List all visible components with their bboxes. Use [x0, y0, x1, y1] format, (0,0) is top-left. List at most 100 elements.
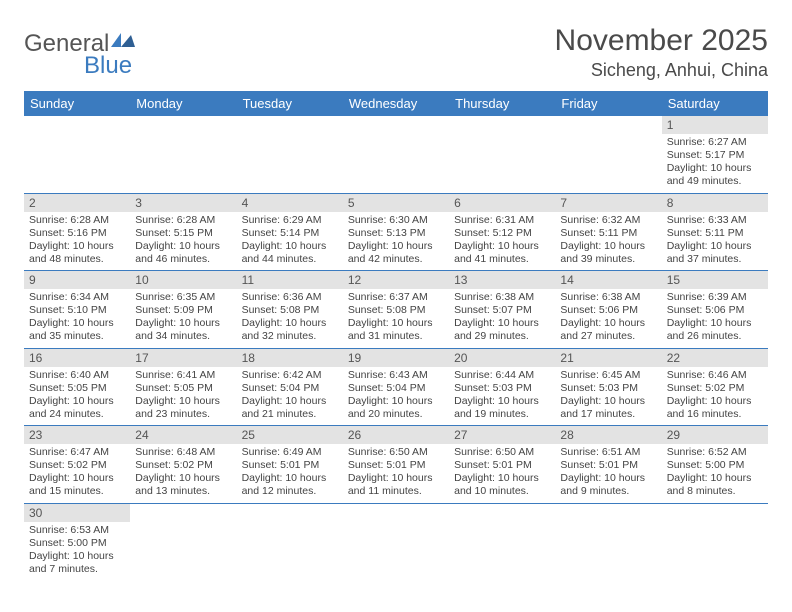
day-cell: 11Sunrise: 6:36 AMSunset: 5:08 PMDayligh…	[237, 271, 343, 349]
day-content: Sunrise: 6:27 AMSunset: 5:17 PMDaylight:…	[662, 134, 768, 193]
day-number: 12	[343, 271, 449, 289]
day-content: Sunrise: 6:50 AMSunset: 5:01 PMDaylight:…	[343, 444, 449, 503]
empty-cell	[237, 503, 343, 580]
calendar-row: 30Sunrise: 6:53 AMSunset: 5:00 PMDayligh…	[24, 503, 768, 580]
empty-cell	[343, 503, 449, 580]
day-content: Sunrise: 6:51 AMSunset: 5:01 PMDaylight:…	[555, 444, 661, 503]
weekday-header: Sunday	[24, 91, 130, 116]
day-content: Sunrise: 6:32 AMSunset: 5:11 PMDaylight:…	[555, 212, 661, 271]
empty-cell	[130, 116, 236, 193]
day-content: Sunrise: 6:38 AMSunset: 5:06 PMDaylight:…	[555, 289, 661, 348]
day-number: 17	[130, 349, 236, 367]
empty-cell	[449, 116, 555, 193]
day-content: Sunrise: 6:45 AMSunset: 5:03 PMDaylight:…	[555, 367, 661, 426]
day-cell: 29Sunrise: 6:52 AMSunset: 5:00 PMDayligh…	[662, 426, 768, 504]
day-content: Sunrise: 6:29 AMSunset: 5:14 PMDaylight:…	[237, 212, 343, 271]
day-number: 11	[237, 271, 343, 289]
day-number: 25	[237, 426, 343, 444]
day-number: 4	[237, 194, 343, 212]
empty-cell	[555, 116, 661, 193]
day-content: Sunrise: 6:50 AMSunset: 5:01 PMDaylight:…	[449, 444, 555, 503]
day-content: Sunrise: 6:39 AMSunset: 5:06 PMDaylight:…	[662, 289, 768, 348]
day-cell: 15Sunrise: 6:39 AMSunset: 5:06 PMDayligh…	[662, 271, 768, 349]
day-cell: 22Sunrise: 6:46 AMSunset: 5:02 PMDayligh…	[662, 348, 768, 426]
day-cell: 21Sunrise: 6:45 AMSunset: 5:03 PMDayligh…	[555, 348, 661, 426]
day-number: 16	[24, 349, 130, 367]
day-number: 24	[130, 426, 236, 444]
day-content: Sunrise: 6:38 AMSunset: 5:07 PMDaylight:…	[449, 289, 555, 348]
empty-cell	[343, 116, 449, 193]
day-content: Sunrise: 6:48 AMSunset: 5:02 PMDaylight:…	[130, 444, 236, 503]
day-content: Sunrise: 6:46 AMSunset: 5:02 PMDaylight:…	[662, 367, 768, 426]
day-number: 2	[24, 194, 130, 212]
day-cell: 16Sunrise: 6:40 AMSunset: 5:05 PMDayligh…	[24, 348, 130, 426]
day-cell: 9Sunrise: 6:34 AMSunset: 5:10 PMDaylight…	[24, 271, 130, 349]
day-content: Sunrise: 6:44 AMSunset: 5:03 PMDaylight:…	[449, 367, 555, 426]
day-cell: 5Sunrise: 6:30 AMSunset: 5:13 PMDaylight…	[343, 193, 449, 271]
day-cell: 4Sunrise: 6:29 AMSunset: 5:14 PMDaylight…	[237, 193, 343, 271]
weekday-header: Thursday	[449, 91, 555, 116]
day-cell: 26Sunrise: 6:50 AMSunset: 5:01 PMDayligh…	[343, 426, 449, 504]
day-number: 6	[449, 194, 555, 212]
day-content: Sunrise: 6:41 AMSunset: 5:05 PMDaylight:…	[130, 367, 236, 426]
day-content: Sunrise: 6:52 AMSunset: 5:00 PMDaylight:…	[662, 444, 768, 503]
day-content: Sunrise: 6:42 AMSunset: 5:04 PMDaylight:…	[237, 367, 343, 426]
day-content: Sunrise: 6:34 AMSunset: 5:10 PMDaylight:…	[24, 289, 130, 348]
calendar-row: 23Sunrise: 6:47 AMSunset: 5:02 PMDayligh…	[24, 426, 768, 504]
day-cell: 19Sunrise: 6:43 AMSunset: 5:04 PMDayligh…	[343, 348, 449, 426]
calendar-table: SundayMondayTuesdayWednesdayThursdayFrid…	[24, 91, 768, 580]
day-cell: 7Sunrise: 6:32 AMSunset: 5:11 PMDaylight…	[555, 193, 661, 271]
day-number: 26	[343, 426, 449, 444]
day-content: Sunrise: 6:33 AMSunset: 5:11 PMDaylight:…	[662, 212, 768, 271]
day-number: 3	[130, 194, 236, 212]
day-number: 1	[662, 116, 768, 134]
day-number: 29	[662, 426, 768, 444]
calendar-body: 1Sunrise: 6:27 AMSunset: 5:17 PMDaylight…	[24, 116, 768, 580]
day-content: Sunrise: 6:28 AMSunset: 5:16 PMDaylight:…	[24, 212, 130, 271]
day-cell: 3Sunrise: 6:28 AMSunset: 5:15 PMDaylight…	[130, 193, 236, 271]
day-number: 30	[24, 504, 130, 522]
day-cell: 1Sunrise: 6:27 AMSunset: 5:17 PMDaylight…	[662, 116, 768, 193]
day-cell: 23Sunrise: 6:47 AMSunset: 5:02 PMDayligh…	[24, 426, 130, 504]
day-number: 9	[24, 271, 130, 289]
day-number: 28	[555, 426, 661, 444]
location-text: Sicheng, Anhui, China	[555, 60, 768, 81]
day-number: 22	[662, 349, 768, 367]
day-cell: 18Sunrise: 6:42 AMSunset: 5:04 PMDayligh…	[237, 348, 343, 426]
weekday-header: Saturday	[662, 91, 768, 116]
calendar-row: 2Sunrise: 6:28 AMSunset: 5:16 PMDaylight…	[24, 193, 768, 271]
day-content: Sunrise: 6:28 AMSunset: 5:15 PMDaylight:…	[130, 212, 236, 271]
empty-cell	[24, 116, 130, 193]
day-cell: 20Sunrise: 6:44 AMSunset: 5:03 PMDayligh…	[449, 348, 555, 426]
logo-text-blue: Blue	[84, 52, 132, 79]
day-number: 27	[449, 426, 555, 444]
empty-cell	[449, 503, 555, 580]
empty-cell	[662, 503, 768, 580]
day-number: 19	[343, 349, 449, 367]
weekday-header-row: SundayMondayTuesdayWednesdayThursdayFrid…	[24, 91, 768, 116]
day-cell: 14Sunrise: 6:38 AMSunset: 5:06 PMDayligh…	[555, 271, 661, 349]
header: General November 2025 Sicheng, Anhui, Ch…	[24, 24, 768, 81]
day-cell: 24Sunrise: 6:48 AMSunset: 5:02 PMDayligh…	[130, 426, 236, 504]
day-content: Sunrise: 6:53 AMSunset: 5:00 PMDaylight:…	[24, 522, 130, 581]
day-cell: 17Sunrise: 6:41 AMSunset: 5:05 PMDayligh…	[130, 348, 236, 426]
day-content: Sunrise: 6:49 AMSunset: 5:01 PMDaylight:…	[237, 444, 343, 503]
calendar-row: 9Sunrise: 6:34 AMSunset: 5:10 PMDaylight…	[24, 271, 768, 349]
day-number: 7	[555, 194, 661, 212]
calendar-row: 1Sunrise: 6:27 AMSunset: 5:17 PMDaylight…	[24, 116, 768, 193]
day-cell: 25Sunrise: 6:49 AMSunset: 5:01 PMDayligh…	[237, 426, 343, 504]
day-cell: 28Sunrise: 6:51 AMSunset: 5:01 PMDayligh…	[555, 426, 661, 504]
empty-cell	[237, 116, 343, 193]
weekday-header: Friday	[555, 91, 661, 116]
day-number: 5	[343, 194, 449, 212]
day-cell: 10Sunrise: 6:35 AMSunset: 5:09 PMDayligh…	[130, 271, 236, 349]
day-content: Sunrise: 6:37 AMSunset: 5:08 PMDaylight:…	[343, 289, 449, 348]
day-cell: 12Sunrise: 6:37 AMSunset: 5:08 PMDayligh…	[343, 271, 449, 349]
day-content: Sunrise: 6:43 AMSunset: 5:04 PMDaylight:…	[343, 367, 449, 426]
day-cell: 6Sunrise: 6:31 AMSunset: 5:12 PMDaylight…	[449, 193, 555, 271]
weekday-header: Monday	[130, 91, 236, 116]
day-content: Sunrise: 6:31 AMSunset: 5:12 PMDaylight:…	[449, 212, 555, 271]
empty-cell	[130, 503, 236, 580]
day-number: 15	[662, 271, 768, 289]
day-cell: 8Sunrise: 6:33 AMSunset: 5:11 PMDaylight…	[662, 193, 768, 271]
